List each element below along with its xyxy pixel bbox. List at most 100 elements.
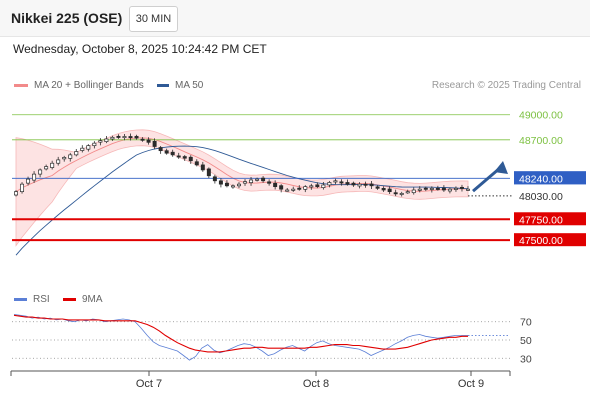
candle-body <box>459 186 464 189</box>
candle-body <box>116 135 121 138</box>
candle-body <box>218 180 223 185</box>
candle-body <box>206 168 211 177</box>
level-box-3 <box>514 212 586 226</box>
candle-body <box>122 136 127 139</box>
candle-body <box>249 179 254 183</box>
candle-body <box>158 147 163 152</box>
candle-body <box>285 189 290 192</box>
candle-body <box>375 186 380 189</box>
legend-rsi: RSI <box>14 294 50 305</box>
timeframe-button[interactable]: 30 MIN <box>129 6 178 32</box>
candle-body <box>399 192 404 195</box>
candle-body <box>393 192 398 195</box>
candle-body <box>279 185 284 190</box>
candle-body <box>327 182 332 186</box>
candle-body <box>297 187 302 190</box>
forecast-arrow-head <box>494 161 508 174</box>
rsi-swatch <box>14 298 27 301</box>
candle-body <box>74 151 79 156</box>
candle-body <box>351 182 356 186</box>
rsi-tick-1: 50 <box>520 335 532 347</box>
bollinger-label: MA 20 + Bollinger Bands <box>34 80 144 91</box>
candle-body <box>435 187 440 190</box>
candle-body <box>267 181 272 184</box>
credit-text: Research © 2025 Trading Central <box>431 80 581 91</box>
ma50-label: MA 50 <box>175 80 204 91</box>
candle-body <box>20 183 25 193</box>
candle-body <box>32 173 37 181</box>
chart-header: Nikkei 225 (OSE) 30 MIN <box>0 0 590 37</box>
candle-body <box>303 186 308 190</box>
candle-body <box>466 188 470 191</box>
candle-body <box>194 161 199 166</box>
candle-body <box>345 182 350 185</box>
candle-body <box>363 183 368 186</box>
candle-body <box>237 183 241 187</box>
rsi-series-9ma <box>13 314 468 353</box>
candle-body <box>164 150 169 154</box>
candle-body <box>321 184 326 189</box>
ma50-swatch <box>157 84 169 87</box>
candle-body <box>243 181 247 184</box>
candle-body <box>453 187 458 190</box>
bollinger-swatch <box>14 84 28 87</box>
candle-body <box>146 139 151 143</box>
level-label-4: 47500.00 <box>519 235 563 247</box>
candle-body <box>170 151 175 156</box>
rsi-tick-2: 30 <box>520 353 532 365</box>
candle-body <box>230 185 235 188</box>
candle-body <box>50 162 55 168</box>
legend-9ma: 9MA <box>63 294 103 305</box>
candle-body <box>80 147 85 151</box>
level-label-1: 48700.00 <box>519 135 563 147</box>
candle-body <box>56 159 61 164</box>
candle-body <box>182 156 187 159</box>
candle-body <box>423 187 428 190</box>
candle-body <box>212 176 217 182</box>
candle-body <box>369 183 374 187</box>
level-box-4 <box>514 233 586 247</box>
candle-body <box>14 191 18 196</box>
candle-body <box>357 183 362 187</box>
candle-body <box>86 145 91 150</box>
legend-bollinger: MA 20 + Bollinger Bands <box>14 80 144 91</box>
rsi-series-rsi <box>13 314 468 361</box>
candle-body <box>261 177 266 182</box>
candle-body <box>26 178 31 184</box>
instrument-title: Nikkei 225 (OSE) <box>11 10 123 26</box>
candle-body <box>405 191 410 194</box>
candle-body <box>128 136 133 139</box>
candle-body <box>333 180 338 183</box>
candle-body <box>339 181 344 184</box>
legend-ma50: MA 50 <box>157 80 203 91</box>
x-tick-label-2: Oct 9 <box>458 378 484 390</box>
level-label-0: 49000.00 <box>519 110 563 122</box>
candle-body <box>140 138 145 141</box>
candle-body <box>315 184 320 188</box>
rsi-tick-0: 70 <box>520 317 532 329</box>
candle-body <box>273 182 278 188</box>
candle-body <box>92 142 97 147</box>
candle-body <box>441 187 446 191</box>
candle-body <box>104 138 109 143</box>
bollinger-band <box>15 129 469 247</box>
candle-body <box>98 140 103 143</box>
candle-body <box>176 155 181 158</box>
candle-body <box>62 157 67 160</box>
ma20-line <box>15 137 469 193</box>
level-label-3: 47750.00 <box>519 214 563 226</box>
candle-body <box>381 187 386 191</box>
x-tick-label-1: Oct 8 <box>303 378 329 390</box>
candle-body <box>255 178 260 181</box>
ma9-swatch <box>63 298 76 301</box>
timestamp: Wednesday, October 8, 2025 10:24:42 PM C… <box>13 42 267 56</box>
candle-body <box>447 188 452 192</box>
candle-body <box>291 188 296 191</box>
pivot-label-top: 48240.00 <box>519 173 563 185</box>
candle-body <box>411 189 416 194</box>
last-price-label: 48030.00 <box>519 191 563 203</box>
candle-body <box>224 182 229 187</box>
candle-body <box>429 187 434 190</box>
candle-body <box>309 185 314 188</box>
